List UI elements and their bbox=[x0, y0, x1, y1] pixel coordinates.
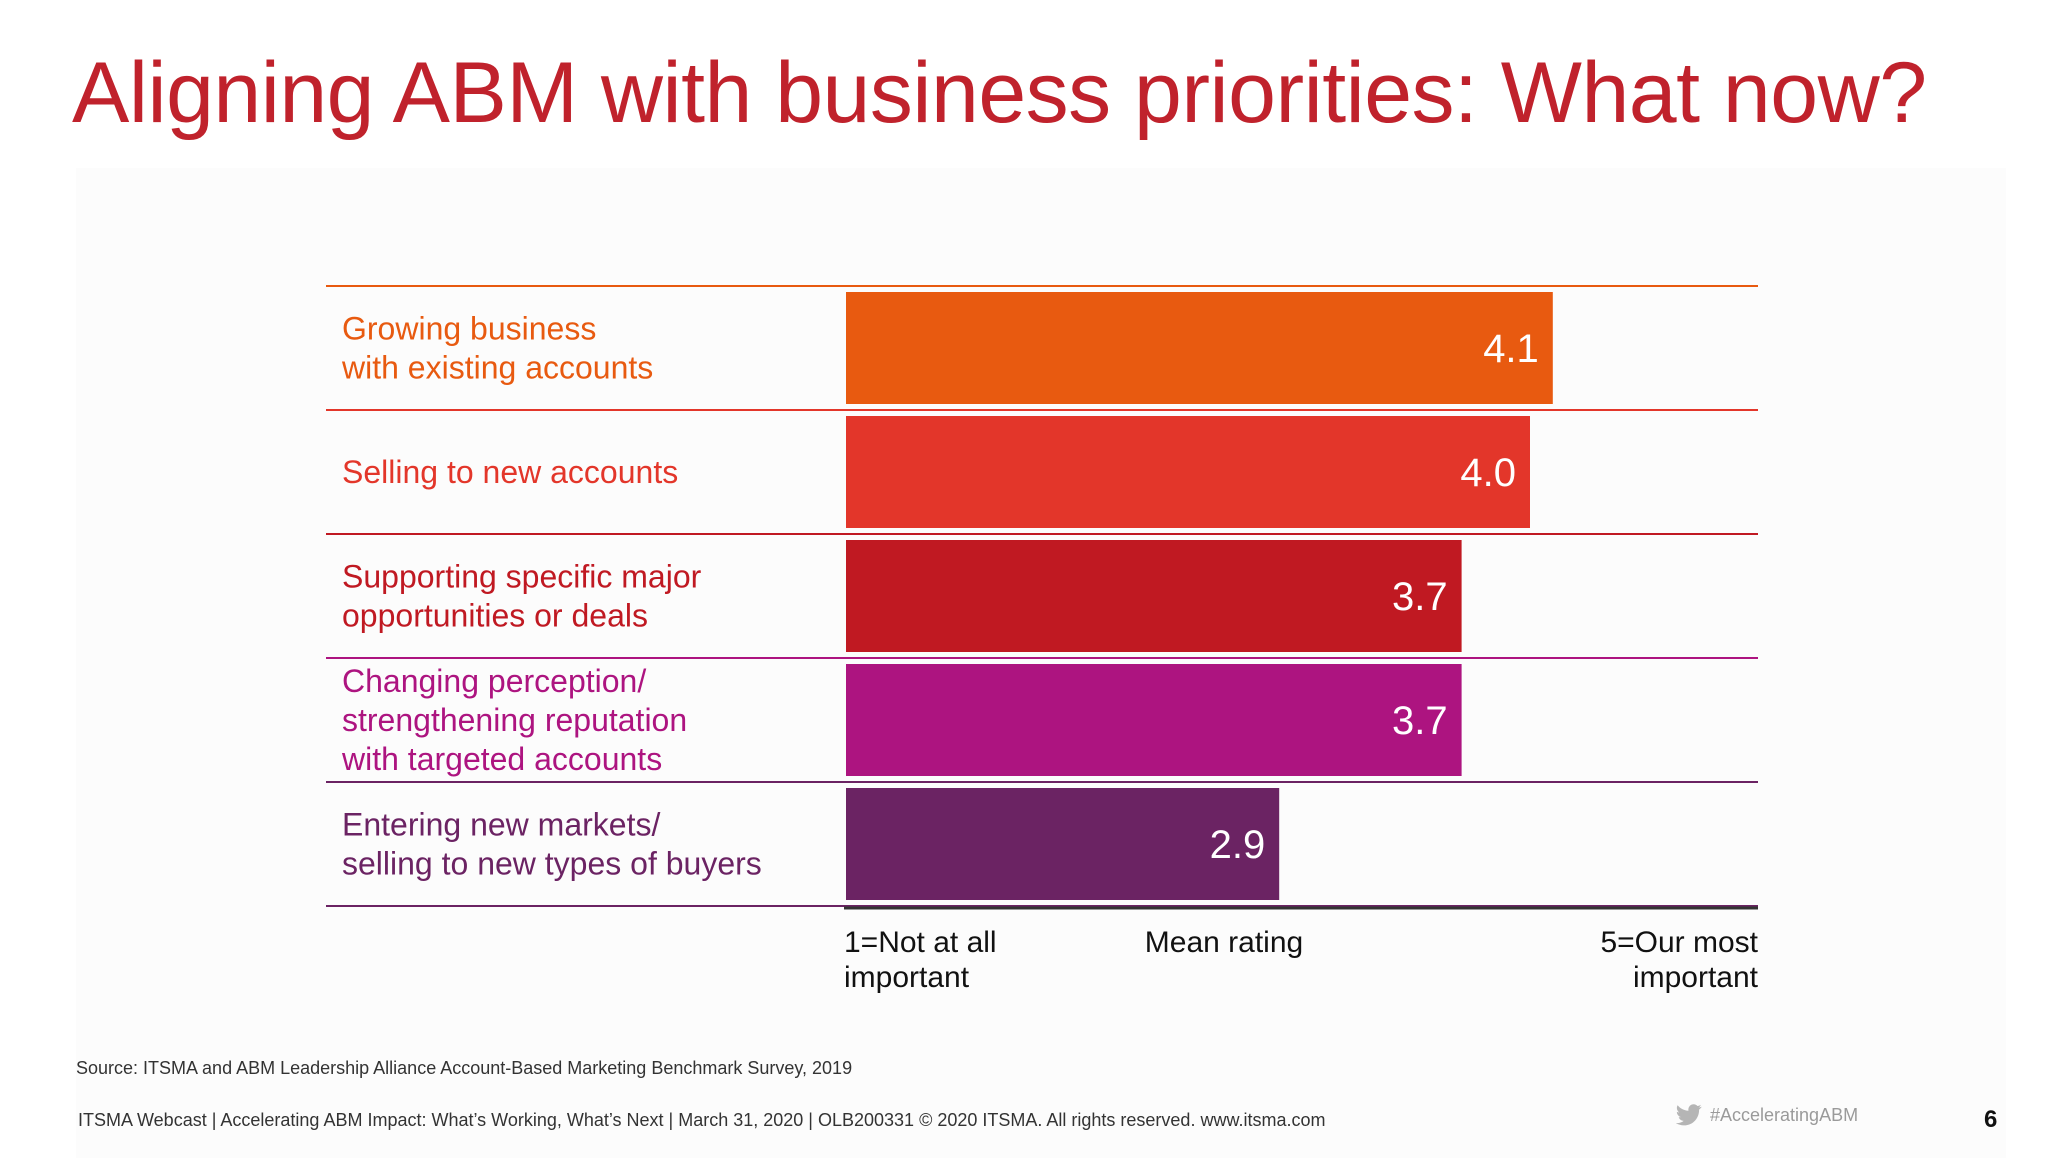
category-label-line: Entering new markets/ bbox=[342, 807, 660, 843]
footer-text: ITSMA Webcast | Accelerating ABM Impact:… bbox=[78, 1110, 1326, 1130]
category-label-line: selling to new types of buyers bbox=[342, 846, 762, 882]
x-axis-min-label: 1=Not at all important bbox=[844, 926, 997, 994]
category-label-line: Supporting specific major bbox=[342, 559, 702, 595]
x-axis-min-label-line: 1=Not at all bbox=[844, 926, 997, 959]
bar bbox=[846, 292, 1553, 404]
page-number: 6 bbox=[1984, 1106, 1998, 1133]
bar bbox=[846, 664, 1462, 776]
bar-value-label: 4.0 bbox=[1460, 451, 1516, 495]
x-axis-min-label-line: important bbox=[844, 961, 970, 994]
bar bbox=[846, 788, 1280, 900]
category-label-line: strengthening reputation bbox=[342, 702, 687, 738]
bar-value-label: 2.9 bbox=[1210, 823, 1266, 867]
page-title: Aligning ABM with business priorities: W… bbox=[72, 45, 1927, 141]
category-label-line: opportunities or deals bbox=[342, 598, 648, 634]
bar-chart: 4.1 Growing business with existing account… bbox=[326, 285, 1759, 994]
bar bbox=[846, 540, 1462, 652]
x-axis-max-label-line: 5=Our most bbox=[1600, 926, 1758, 959]
twitter-bird-icon bbox=[1676, 1104, 1702, 1126]
category-label: Supporting specific major opportunities o… bbox=[342, 559, 702, 634]
x-axis-max-label: 5=Our most important bbox=[1600, 926, 1758, 994]
x-axis-max-label-line: important bbox=[1633, 961, 1759, 994]
category-label-line: with existing accounts bbox=[341, 350, 653, 386]
category-label: Entering new markets/selling to new type… bbox=[342, 807, 762, 882]
bar-value-label: 3.7 bbox=[1392, 699, 1448, 743]
bar bbox=[846, 416, 1530, 528]
twitter-hashtag[interactable]: #AcceleratingABM bbox=[1676, 1104, 1858, 1126]
category-label-line: with targeted accounts bbox=[341, 741, 662, 777]
source-note: Source: ITSMA and ABM Leadership Allianc… bbox=[76, 1058, 853, 1078]
category-label-line: Changing perception/ bbox=[342, 663, 646, 699]
category-label: Selling to new accounts bbox=[342, 454, 678, 490]
category-label: Growing business with existing accounts bbox=[341, 311, 653, 386]
bar-value-label: 4.1 bbox=[1483, 327, 1539, 371]
hashtag-label: #AcceleratingABM bbox=[1710, 1104, 1859, 1125]
bar-value-label: 3.7 bbox=[1392, 575, 1448, 619]
category-label-line: Selling to new accounts bbox=[342, 454, 678, 490]
chart-panel: 4.1 Growing business with existing account… bbox=[76, 168, 2006, 1158]
category-label-line: Growing business bbox=[342, 311, 596, 347]
x-axis-title: Mean rating bbox=[1145, 926, 1303, 959]
category-label: Changing perception/strengthening reputa… bbox=[341, 663, 687, 777]
